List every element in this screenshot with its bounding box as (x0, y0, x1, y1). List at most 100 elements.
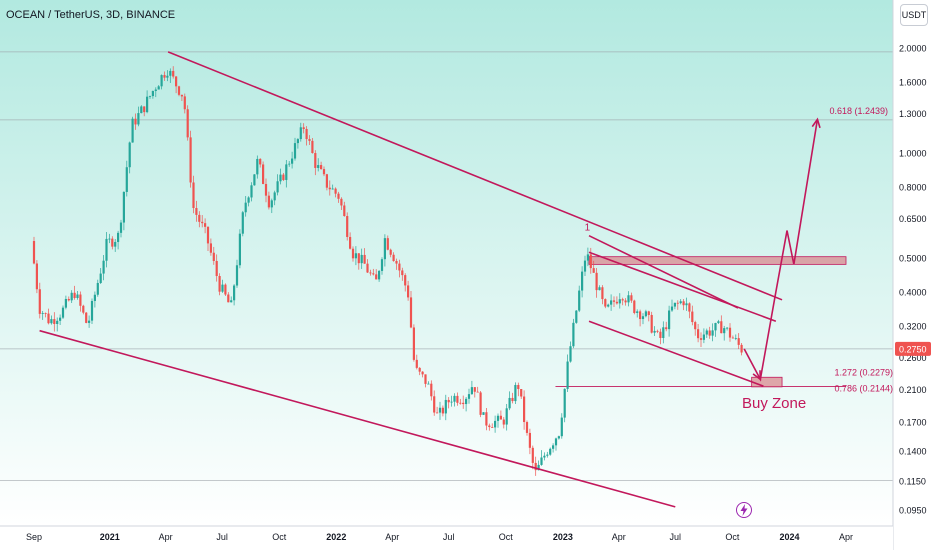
projection-arrowhead (811, 117, 821, 129)
candle-body (291, 158, 294, 164)
candle-body (177, 86, 181, 95)
candle-body (615, 301, 618, 304)
candle-body (459, 402, 462, 404)
candle-body (157, 86, 160, 90)
candle-body (375, 274, 378, 280)
candle-body (563, 388, 566, 418)
candle-body (453, 395, 456, 402)
candle-body (650, 314, 653, 333)
candle-body (128, 142, 131, 168)
resistance-zone (588, 256, 847, 265)
candle-body (206, 226, 210, 244)
candle-body (334, 188, 337, 194)
candle-body (575, 310, 578, 323)
candle-body (380, 259, 384, 271)
candle-body (288, 163, 291, 165)
candle-body (682, 301, 685, 306)
candle-body (88, 320, 91, 323)
candle-body (114, 241, 117, 247)
candle-body (496, 415, 500, 421)
candle-body (688, 303, 691, 312)
candle-body (601, 287, 604, 300)
candle-body (424, 374, 427, 384)
candle-body (586, 254, 589, 261)
candle-body (499, 415, 502, 420)
symbol-title[interactable]: OCEAN / TetherUS, 3D, BINANCE (6, 9, 176, 21)
candle-body (415, 359, 418, 368)
price-axis: 2.0000 1.6000 1.3000 1.0000 0.8000 0.6500 0.50… (892, 0, 932, 550)
y-tick-label: 0.5000 (899, 254, 927, 264)
candle-body (708, 330, 711, 336)
x-tick-label: 2023 (553, 532, 573, 542)
candle-body (610, 300, 613, 305)
x-tick-label: Apr (612, 532, 626, 542)
candle-body (740, 344, 743, 353)
candle-body (201, 221, 204, 224)
candle-body (482, 412, 485, 415)
candle-body (697, 329, 700, 339)
candle-body (175, 76, 178, 87)
candle-body (224, 284, 227, 295)
candle-body (279, 174, 282, 182)
candle-body (238, 233, 241, 266)
candle-body (662, 327, 665, 338)
candle-body (641, 316, 645, 320)
candle-body (630, 295, 633, 301)
descending-channel-lower-trendline (588, 320, 764, 387)
candle-body (734, 338, 737, 339)
candle-body (227, 294, 230, 303)
candle-body (70, 292, 73, 301)
candle-body (699, 338, 703, 340)
candle-body (476, 391, 479, 393)
candle-body (618, 299, 621, 304)
currency-button[interactable]: USDT (900, 4, 928, 26)
falling-wedge-upper-trendline (167, 51, 783, 301)
candle-body (369, 272, 372, 274)
candle-body (508, 397, 511, 409)
candle-body (427, 383, 430, 385)
candle-body (525, 422, 529, 433)
candle-body (253, 174, 256, 186)
candle-body (302, 127, 305, 129)
candle-body (583, 260, 587, 272)
candle-body (737, 338, 740, 345)
candle-body (520, 389, 523, 397)
candle-body (328, 187, 331, 190)
candle-body (285, 164, 288, 180)
candle-body (462, 402, 465, 405)
candle-body (549, 448, 552, 455)
candle-body (465, 398, 468, 405)
candle-body (447, 399, 450, 403)
candle-body (467, 394, 471, 399)
candle-body (421, 371, 424, 375)
candle-body (491, 427, 494, 428)
candle-body (392, 254, 395, 262)
candle-body (517, 384, 520, 390)
candle-body (322, 169, 326, 175)
y-tick-label: 2.0000 (899, 44, 927, 54)
y-tick-label: 0.2600 (899, 353, 927, 363)
x-tick-label: Apr (385, 532, 399, 542)
y-tick-label: 0.0950 (899, 506, 927, 516)
candle-body (151, 90, 154, 97)
candle-body (314, 153, 317, 168)
y-tick-label: 0.1700 (899, 417, 927, 427)
candle-body (479, 392, 482, 415)
candle-body (383, 238, 386, 260)
buy-zone-label: Buy Zone (742, 395, 806, 412)
candle-body (230, 300, 233, 303)
lightning-bolt-icon[interactable] (736, 502, 752, 518)
candle-body (433, 396, 436, 413)
candle-body (134, 118, 137, 125)
time-axis: Sep 2021 Apr Jul Oct 2022 Apr Jul Oct 2023 Apr Jul O… (0, 525, 893, 550)
candle-body (546, 454, 549, 456)
candle-body (282, 174, 285, 180)
candle-body (340, 198, 343, 206)
candle-body (502, 419, 505, 425)
candle-body (412, 327, 415, 360)
candle-body (320, 165, 323, 170)
candle-body (244, 202, 247, 213)
x-tick-label: 2021 (100, 532, 120, 542)
x-tick-label: Jul (670, 532, 682, 542)
